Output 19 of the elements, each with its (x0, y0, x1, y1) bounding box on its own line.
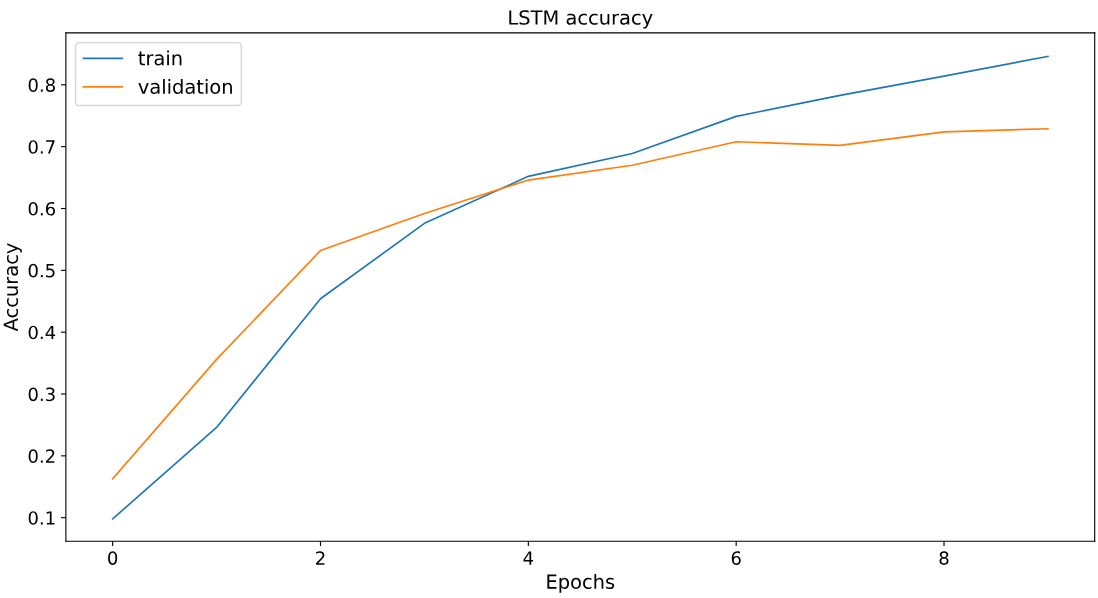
legend-label: validation (138, 78, 232, 94)
legend-label: train (138, 50, 182, 66)
y-tick-label: 0.6 (28, 201, 56, 216)
x-tick-label: 2 (316, 551, 325, 565)
x-axis-title: Epochs (547, 573, 615, 593)
y-tick-label: 0.1 (28, 511, 55, 525)
y-axis-title: Accuracy (3, 243, 22, 332)
chart-title: LSTM accuracy (509, 10, 653, 29)
x-tick-label: 8 (939, 551, 949, 565)
y-tick-label: 0.2 (28, 449, 55, 463)
y-tick-label: 0.4 (28, 325, 56, 340)
x-tick-label: 0 (108, 551, 118, 565)
y-tick-label: 0.5 (28, 263, 55, 278)
x-tick-label: 4 (523, 551, 534, 565)
y-tick-label: 0.3 (28, 387, 55, 402)
x-tick-label: 6 (731, 551, 741, 565)
line-series (111, 127, 1049, 480)
y-tick-label: 0.8 (28, 78, 55, 92)
y-tick-label: 0.7 (28, 140, 55, 154)
